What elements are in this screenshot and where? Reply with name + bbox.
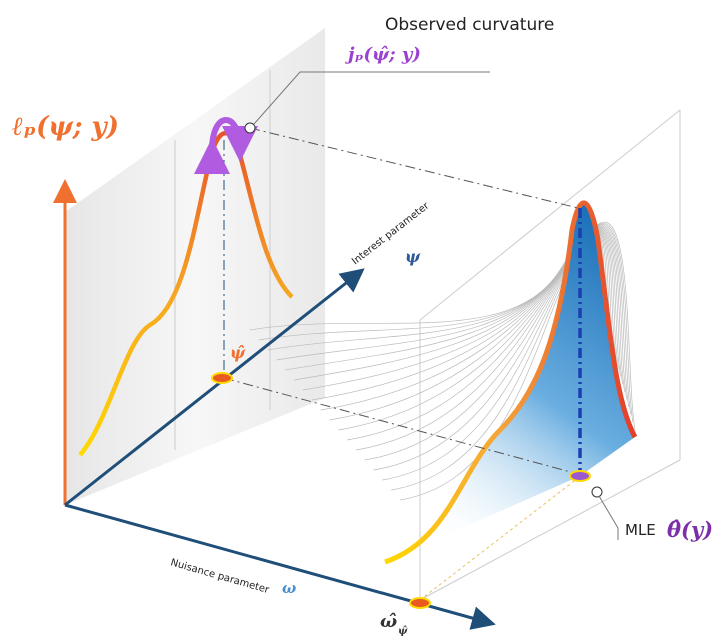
box	[419, 109, 681, 601]
curvature-arc	[193, 117, 258, 175]
omega-hat-sub: ψ̂	[398, 626, 408, 637]
likelihood-label: ℓₚ(ψ; y)	[12, 112, 119, 142]
theta-hat-label: θ̂(y)	[667, 517, 713, 542]
curvature-title: Observed curvature	[385, 15, 554, 35]
omega-hat-label: ω̂	[380, 611, 397, 632]
nuisance-symbol: ω	[282, 579, 296, 597]
nuisance-label: Nuisance parameter	[169, 557, 271, 596]
omega-hat-point	[409, 597, 431, 609]
surface	[385, 202, 635, 562]
profile-curve	[384, 200, 638, 565]
mle-label: MLE	[625, 521, 656, 539]
leader-dot	[591, 486, 603, 498]
guide	[223, 127, 579, 475]
psi-hat-label: ψ̂	[230, 343, 246, 362]
likelihood-curve	[78, 130, 294, 457]
leader	[598, 495, 619, 540]
mle-point	[569, 470, 591, 482]
curvature-symbol: jₚ(ψ̂; y)	[345, 44, 421, 65]
psi-hat-point	[211, 372, 233, 384]
wall	[65, 28, 325, 505]
interest-axis	[64, 268, 365, 507]
interest-symbol: ψ	[405, 247, 421, 266]
leader	[253, 71, 490, 125]
leader-dot	[244, 122, 256, 134]
